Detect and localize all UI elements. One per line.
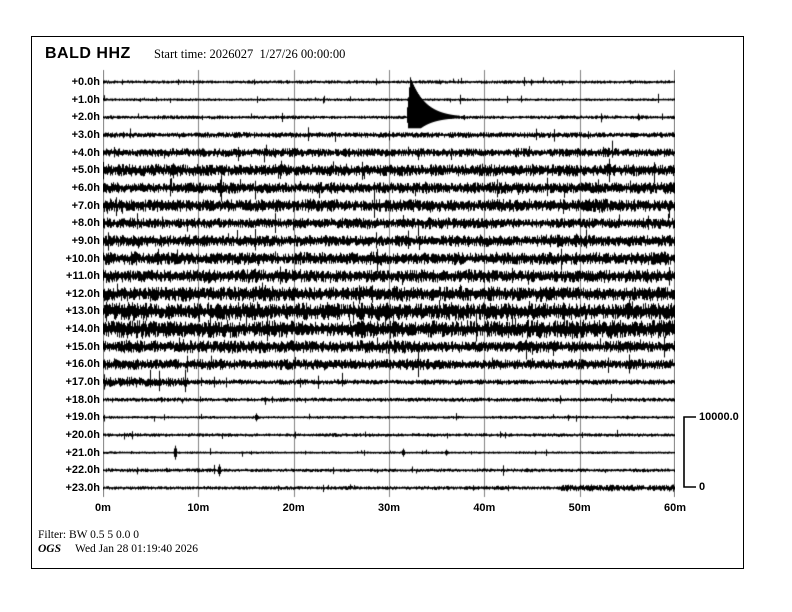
- hour-tick-label: +21.0h: [65, 446, 100, 459]
- hour-tick-label: +13.0h: [65, 305, 100, 318]
- filter-label: Filter: BW 0.5 5 0.0 0: [38, 529, 140, 541]
- hour-tick-label: +3.0h: [71, 128, 100, 141]
- hour-tick-label: +2.0h: [71, 111, 100, 124]
- hour-tick-label: +10.0h: [65, 252, 100, 265]
- hour-tick-label: +18.0h: [65, 393, 100, 406]
- generated-timestamp: Wed Jan 28 01:19:40 2026: [75, 543, 199, 555]
- scale-max-label: 10000.0: [699, 411, 739, 423]
- hour-tick-label: +23.0h: [65, 481, 100, 494]
- amplitude-scale-bracket: [683, 416, 696, 488]
- agency-label: OGS: [38, 543, 62, 555]
- hour-tick-label: +17.0h: [65, 376, 100, 389]
- hour-tick-label: +22.0h: [65, 464, 100, 477]
- footer: Filter: BW 0.5 5 0.0 0 OGS Wed Jan 28 01:…: [38, 529, 198, 555]
- hour-tick-label: +4.0h: [71, 146, 100, 159]
- hour-tick-label: +15.0h: [65, 340, 100, 353]
- hour-tick-label: +8.0h: [71, 217, 100, 230]
- hour-tick-label: +9.0h: [71, 234, 100, 247]
- hour-tick-label: +6.0h: [71, 181, 100, 194]
- scale-min-label: 0: [699, 481, 706, 493]
- station-channel-title: BALD HHZ: [45, 45, 131, 62]
- hour-tick-label: +14.0h: [65, 323, 100, 336]
- hour-tick-label: +16.0h: [65, 358, 100, 371]
- hour-tick-label: +7.0h: [71, 199, 100, 212]
- hour-tick-label: +20.0h: [65, 429, 100, 441]
- agency-line: OGS Wed Jan 28 01:19:40 2026: [38, 543, 198, 555]
- hour-tick-label: +19.0h: [65, 411, 100, 424]
- hour-tick-label: +11.0h: [66, 270, 100, 283]
- helicorder-traces-canvas: [103, 60, 675, 500]
- hour-tick-label: +0.0h: [71, 76, 100, 88]
- hour-tick-label: +12.0h: [65, 287, 100, 300]
- hour-axis-labels: +0.0h +1.0h +2.0h +3.0h +4.0h +5.0h +6.0h +7.0h…: [40, 0, 100, 612]
- start-time-label: Start time: 2026027 1/27/26 00:00:00: [154, 47, 346, 61]
- hour-tick-label: +1.0h: [71, 93, 100, 106]
- hour-tick-label: +5.0h: [71, 164, 100, 177]
